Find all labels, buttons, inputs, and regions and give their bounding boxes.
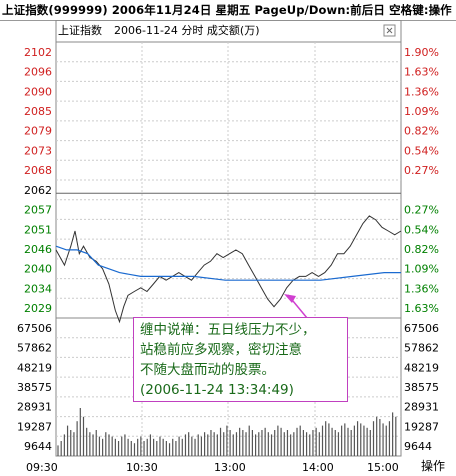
volume-tick-label: 38575: [17, 381, 52, 394]
time-axis-label: 10:30: [126, 461, 158, 474]
time-axis-label: 14:00: [302, 461, 334, 474]
annotation-timestamp: (2006-11-24 13:34:49): [140, 382, 294, 398]
intraday-chart: 上证指数 2006-11-24 分时 成交额(万) 2102 1.90% 2096 1.6…: [17, 20, 439, 474]
volume-tick-label-right: 28931: [404, 401, 439, 414]
price-line: [55, 215, 402, 324]
price-tick-label: 2090: [24, 85, 52, 98]
volume-tick-label-right: 57862: [404, 342, 439, 355]
volume-tick-label-right: 19287: [404, 420, 439, 433]
intraday-chart-area[interactable]: 上证指数 2006-11-24 分时 成交额(万) 2102 1.90% 2096 1.6…: [0, 20, 456, 476]
annotation-line-1: 缠中说禅：五日线压力不少，: [140, 322, 316, 338]
percent-tick-label: 0.27%: [404, 164, 439, 177]
volume-tick-label-right: 67506: [404, 322, 439, 335]
percent-tick-label: 0.82%: [404, 243, 439, 256]
volume-tick-label: 67506: [17, 322, 52, 335]
volume-tick-label-right: 38575: [404, 381, 439, 394]
percent-tick-label: 1.09%: [404, 263, 439, 276]
annotation-line-2: 站稳前应多观察，密切注意: [140, 342, 302, 358]
volume-tick-label: 28931: [17, 401, 52, 414]
price-tick-label: 2096: [24, 66, 52, 79]
percent-tick-label: 1.36%: [404, 282, 439, 295]
price-tick-label: 2068: [24, 164, 52, 177]
price-tick-label: 2102: [24, 46, 52, 59]
operation-button[interactable]: 操作: [420, 459, 445, 473]
percent-tick-label: 1.09%: [404, 105, 439, 118]
index-name-label: 上证指数: [58, 23, 102, 37]
close-icon-stroke: [386, 27, 393, 34]
price-tick-label: 2085: [24, 105, 52, 118]
time-axis-label: 13:00: [214, 461, 246, 474]
price-tick-label: 2057: [24, 204, 52, 217]
volume-tick-label-right: 9644: [404, 440, 432, 453]
volume-tick-label: 57862: [17, 342, 52, 355]
percent-tick-label: 0.54%: [404, 223, 439, 236]
price-tick-label: 2051: [24, 223, 52, 236]
percent-tick-label: 1.36%: [404, 85, 439, 98]
average-price-line: [55, 245, 401, 281]
date-label: 2006-11-24 分时 成交额(万): [114, 23, 260, 37]
percent-tick-label: 1.63%: [404, 302, 439, 315]
percent-tick-label: 1.63%: [404, 66, 439, 79]
percent-tick-label: 1.90%: [404, 46, 439, 59]
volume-tick-label-right: 48219: [404, 361, 439, 374]
price-tick-label: 2034: [24, 282, 52, 295]
volume-tick-label: 9644: [24, 440, 52, 453]
annotation-arrowhead: [284, 294, 296, 303]
time-axis-label: 09:30: [26, 461, 58, 474]
window-title-bar: 上证指数(999999) 2006年11月24日 星期五 PageUp/Down…: [0, 0, 456, 21]
price-tick-label: 2029: [24, 302, 52, 315]
price-tick-label: 2079: [24, 125, 52, 138]
volume-tick-label: 48219: [17, 361, 52, 374]
price-tick-label: 2046: [24, 243, 52, 256]
time-axis-label: 15:00: [367, 461, 399, 474]
percent-tick-label: 0.54%: [404, 144, 439, 157]
percent-tick-label: 0.82%: [404, 125, 439, 138]
percent-tick-label: 0.27%: [404, 204, 439, 217]
annotation-box: 缠中说禅：五日线压力不少， 站稳前应多观察，密切注意 不随大盘而动的股票。 (2…: [133, 317, 348, 402]
window-title: 上证指数(999999) 2006年11月24日 星期五 PageUp/Down…: [2, 3, 456, 17]
annotation-line-3: 不随大盘而动的股票。: [140, 362, 275, 378]
price-tick-label: 2062: [24, 184, 52, 197]
volume-tick-label: 19287: [17, 420, 52, 433]
price-tick-label: 2040: [24, 263, 52, 276]
price-tick-label: 2073: [24, 144, 52, 157]
